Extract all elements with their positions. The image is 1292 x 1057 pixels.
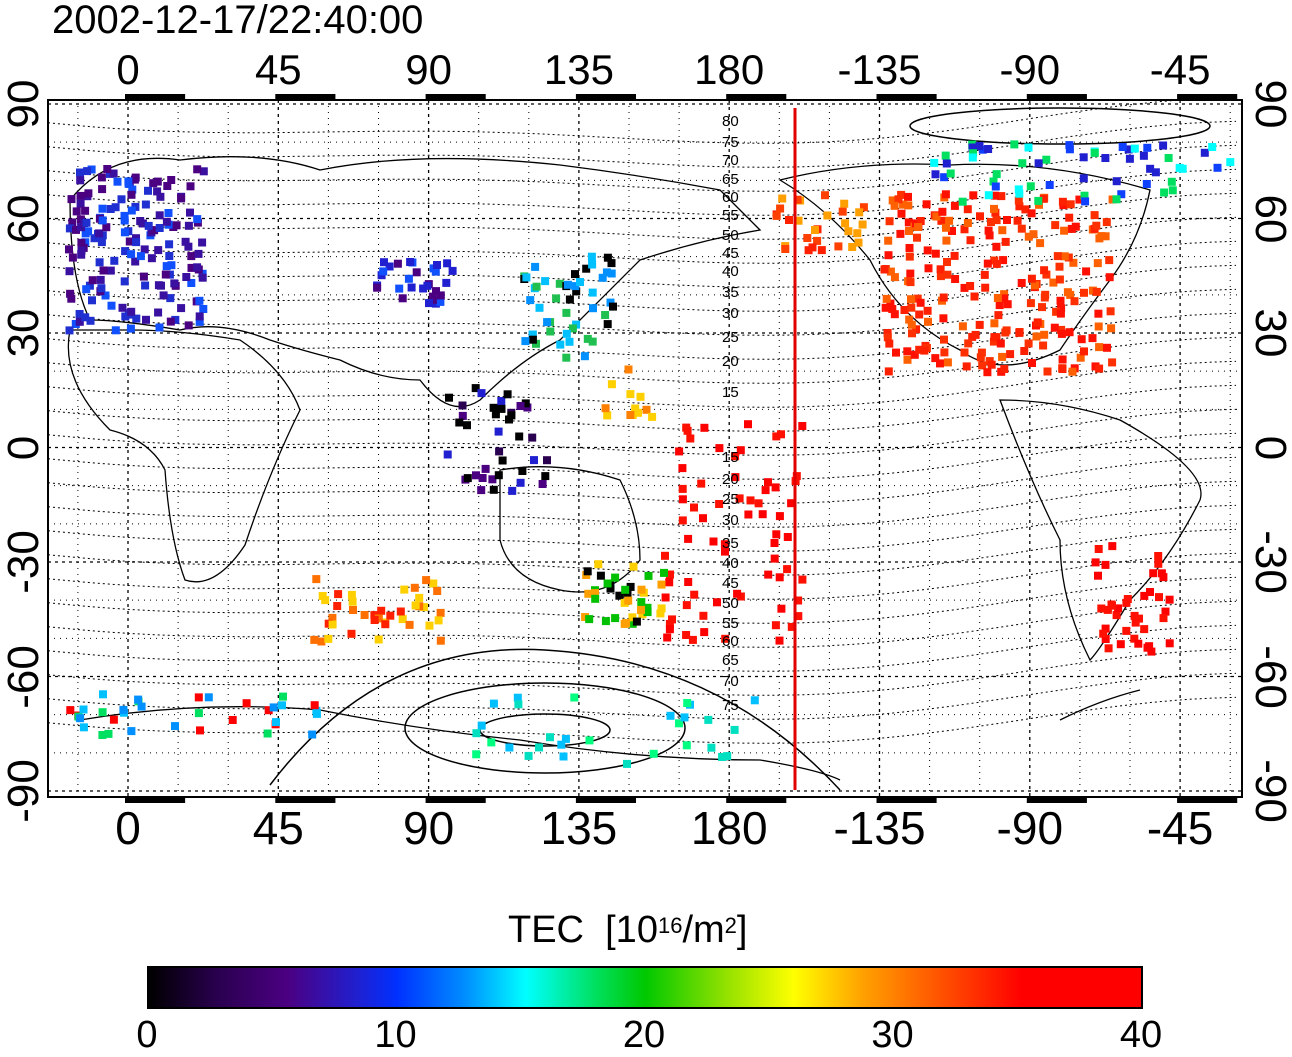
contour-label: 15	[722, 384, 739, 401]
tec-data-cells	[65, 140, 1235, 768]
contour-label: 75	[722, 134, 739, 151]
contour-label: 30	[722, 305, 739, 322]
x-tick-bottom: 0	[115, 802, 141, 854]
x-tick-bottom: 45	[252, 802, 304, 854]
x-tick-top: 0	[116, 46, 140, 93]
map-frame	[47, 99, 1243, 798]
y-tick-right: 60	[1246, 194, 1292, 243]
contour-label: 55	[722, 615, 739, 632]
colorbar-title: TEC [1016/m2]	[508, 909, 748, 951]
contour-label: 65	[722, 171, 739, 188]
y-tick-left: -60	[0, 644, 48, 709]
x-tick-top: 135	[543, 46, 614, 93]
x-tick-bottom: -135	[833, 802, 926, 854]
magnetic-latitude-contours	[47, 96, 1237, 791]
y-tick-right: 90	[1246, 79, 1292, 129]
y-tick-right: -90	[1246, 759, 1292, 823]
x-tick-top: -135	[837, 46, 922, 93]
contour-label: 20	[722, 471, 739, 488]
contour-label: 45	[722, 575, 739, 592]
x-tick-bottom: -45	[1146, 802, 1214, 854]
contour-labels: 8075706560555045403530252015152025303540…	[722, 113, 739, 714]
colorbar-tick: 10	[374, 1014, 417, 1056]
x-tick-bottom: 180	[690, 802, 768, 854]
x-tick-top: 90	[405, 46, 452, 93]
colorbar-tick: 30	[871, 1014, 914, 1056]
contour-label: 40	[722, 263, 739, 280]
y-tick-left: 0	[0, 435, 48, 460]
x-tick-top: 180	[694, 46, 765, 93]
colorbar	[147, 966, 1143, 1009]
contour-label: 40	[722, 555, 739, 572]
map-title: 2002-12-17/22:40:00	[52, 0, 424, 42]
contour-label: 60	[722, 633, 739, 650]
contour-label: 60	[722, 189, 739, 206]
x-tick-top: -45	[1149, 46, 1211, 93]
y-tick-right: -60	[1246, 644, 1292, 709]
frame-ticks	[125, 94, 1238, 803]
contour-label: 70	[722, 152, 739, 169]
y-tick-right: -30	[1246, 530, 1292, 594]
contour-label: 25	[722, 491, 739, 508]
y-tick-left: 60	[0, 194, 48, 243]
coastlines	[67, 156, 1202, 781]
contour-label: 50	[722, 595, 739, 612]
x-tick-bottom: 90	[403, 802, 455, 854]
tec-map: 8075706560555045403530252015152025303540…	[47, 94, 1243, 803]
y-tick-left: 90	[0, 79, 48, 129]
colorbar-tick: 40	[1119, 1014, 1163, 1056]
contour-label: 75	[722, 697, 739, 714]
y-tick-left: -30	[0, 530, 48, 594]
y-tick-left: -90	[0, 759, 48, 823]
colorbar-tick: 0	[136, 1014, 158, 1056]
contour-label: 30	[722, 512, 739, 529]
x-tick-top: 45	[254, 46, 302, 93]
contour-label: 70	[722, 673, 739, 690]
contour-label: 20	[722, 353, 739, 370]
lat-lon-grid	[48, 100, 1242, 797]
x-tick-bottom: 135	[540, 802, 618, 854]
contour-label: 35	[722, 284, 739, 301]
y-tick-right: 0	[1246, 435, 1292, 460]
contour-label: 80	[722, 113, 739, 130]
contour-label: 45	[722, 245, 739, 262]
x-tick-bottom: -90	[996, 802, 1064, 854]
contour-label: 35	[722, 535, 739, 552]
x-tick-top: -90	[999, 46, 1061, 93]
contour-label: 25	[722, 329, 739, 346]
y-tick-right: 30	[1246, 308, 1292, 358]
contour-label: 55	[722, 207, 739, 224]
y-tick-left: 30	[0, 308, 48, 358]
contour-label: 50	[722, 227, 739, 244]
contour-label: 15	[722, 449, 739, 466]
contour-label: 65	[722, 652, 739, 669]
colorbar-tick: 20	[622, 1014, 666, 1056]
